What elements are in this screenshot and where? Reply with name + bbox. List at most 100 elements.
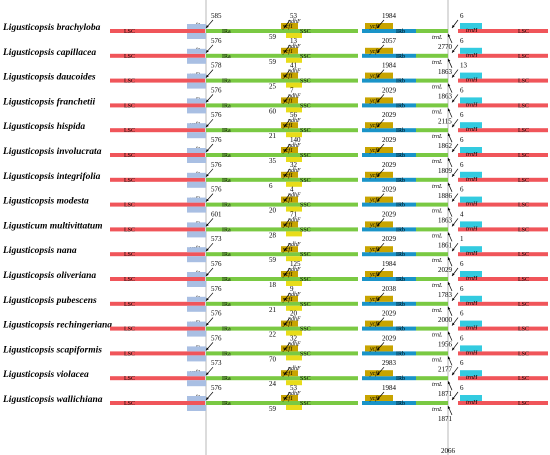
ycf2-gene-top: [187, 148, 206, 153]
ssc-label: SSC: [300, 277, 311, 283]
trnH-label: trnH: [466, 28, 478, 34]
ycf1-arrow-head: [284, 322, 287, 326]
ycf1-distance: 53: [290, 12, 298, 20]
ssc-distance: 2029: [382, 210, 397, 218]
ira-bar: [206, 29, 298, 33]
ycf2-gene: [187, 57, 206, 64]
lsc-right-bar: [458, 177, 548, 182]
lsc-right-bar: [458, 326, 548, 331]
ycf2-gene-top: [187, 197, 206, 203]
ira-arrow-head: [206, 49, 209, 53]
trnH-arrow-head: [452, 198, 455, 202]
irb-bar: [416, 326, 448, 331]
ira-bar: [206, 153, 298, 157]
ssc-distance: 2029: [382, 235, 397, 243]
ycf2-gene-top: [187, 296, 206, 302]
ycf1-fragment-label: ycf1: [282, 73, 293, 80]
trnH-gene: [460, 47, 482, 54]
ssc-label: SSC: [300, 227, 311, 233]
ssc-arrow-head: [377, 347, 380, 351]
species-row: Ligusticopsis capillacea LSC IRa SSC IRb LSC y…: [2, 37, 548, 76]
ycf1-distance: 32: [290, 334, 298, 342]
lsc-left-bar: [110, 153, 205, 157]
ssc-arrow-head: [377, 297, 380, 301]
ira-arrow-head: [206, 25, 209, 28]
ssc-irb-bar: [362, 301, 416, 306]
ycf2-gene-top: [187, 272, 206, 277]
trnL-label: trnL: [432, 60, 443, 66]
ycf1-fragment-label: ycf1: [282, 197, 293, 204]
ssc-label: SSC: [300, 351, 311, 357]
ycf2-gene-top: [187, 98, 206, 104]
ssc-bar: [298, 301, 358, 306]
ssc-irb-bar: [362, 53, 416, 58]
ssc-irb-bar: [362, 153, 416, 157]
ssc-bar: [298, 177, 358, 182]
lsc-left-label: LSC: [124, 79, 135, 85]
irb-bar: [416, 351, 448, 356]
ira-bar: [206, 326, 298, 331]
irb-label: IRb: [396, 302, 405, 308]
trnH-label: trnH: [466, 102, 478, 108]
ssc-distance: 2029: [382, 136, 397, 144]
ycf2-gene: [187, 256, 206, 263]
species-name: Ligusticopsis capillacea: [2, 48, 96, 58]
ssc-label: SSC: [300, 128, 311, 134]
trnH-label: trnH: [466, 78, 478, 84]
ssc-arrow-head: [377, 322, 380, 326]
irb-distance: 1863: [438, 217, 453, 225]
ira-label: IRa: [222, 203, 231, 209]
species-rows: Ligusticopsis brachyloba LSC IRa SSC IRb LSC y…: [2, 12, 548, 423]
ssc-distance: 2029: [382, 186, 397, 194]
irb-arrow-head: [447, 331, 451, 335]
ycf1-arrow-head: [284, 25, 287, 28]
irb-distance: 1863: [438, 93, 453, 101]
trnH-arrow-head: [452, 297, 455, 301]
ndhF-gene: [286, 206, 302, 212]
species-name: Ligusticopsis modesta: [2, 197, 89, 207]
irb-arrow-head: [447, 381, 451, 385]
trnH-distance: 6: [460, 161, 464, 169]
ira-distance-left: 573: [211, 359, 222, 367]
ndhF-gene: [286, 33, 302, 38]
species-name: Ligusticopsis brachyloba: [2, 23, 101, 33]
ycf1-fragment-label: ycf1: [282, 246, 293, 253]
trnL-label: trnL: [432, 134, 443, 140]
species-name: Ligusticopsis oliveriana: [2, 271, 96, 281]
irb-arrow-head: [447, 83, 451, 87]
trnH-distance: 6: [460, 384, 464, 392]
trnH-gene: [460, 320, 482, 327]
ssc-bar: [298, 153, 358, 157]
ssc-distance: 2038: [382, 285, 397, 293]
ira-label: IRa: [222, 227, 231, 233]
ira-bar: [206, 376, 298, 381]
trnH-arrow-head: [452, 124, 455, 128]
irb-arrow-head: [447, 306, 451, 310]
ndhF-gene: [286, 231, 302, 237]
trnH-label: trnH: [466, 400, 478, 406]
ycf1-label: ycf1: [369, 221, 380, 228]
ycf1-fragment-label: ycf1: [282, 97, 293, 104]
trnH-label: trnH: [466, 350, 478, 356]
trnH-distance: 6: [460, 111, 464, 119]
ira-label: IRa: [222, 351, 231, 357]
lsc-left-label: LSC: [124, 376, 135, 382]
ssc-distance: 1984: [382, 260, 397, 268]
trnH-arrow-head: [452, 223, 455, 227]
trnH-gene: [460, 147, 482, 153]
ycf1-label: ycf1: [369, 246, 380, 253]
ira-arrow-head: [206, 198, 209, 202]
ycf1-label: ycf1: [369, 23, 380, 30]
lsc-left-label: LSC: [124, 29, 135, 35]
ssc-irb-bar: [362, 252, 416, 257]
species-row: Ligusticopsis oliveriana LSC IRa SSC IRb LSC y…: [2, 260, 548, 299]
ssc-bar: [298, 53, 358, 58]
trnH-arrow-head: [452, 397, 455, 400]
ycf1-fragment-label: ycf1: [282, 147, 293, 154]
lsc-left-bar: [110, 202, 205, 207]
ira-label: IRa: [222, 54, 231, 60]
ndhF-distance: 70: [269, 355, 277, 363]
irb-distance: 2770: [438, 43, 453, 51]
species-name: Ligusticopsis involucrata: [2, 147, 102, 157]
ssc-label: SSC: [300, 252, 311, 258]
